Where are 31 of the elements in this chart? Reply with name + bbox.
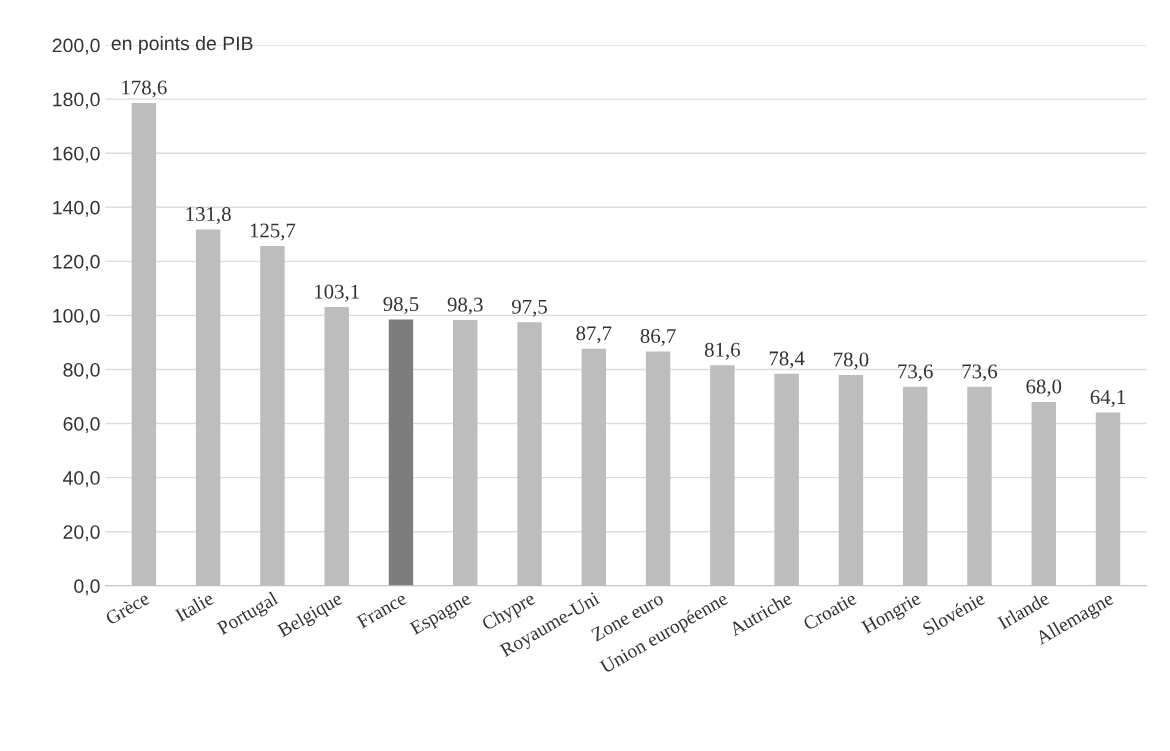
y-tick-label: 180,0 bbox=[53, 92, 100, 109]
data-label: 131,8 bbox=[186, 206, 231, 225]
y-tick-label: 200,0 bbox=[52, 38, 100, 55]
y-tick-label: 160,0 bbox=[53, 146, 100, 163]
y-tick-label: 120,0 bbox=[53, 254, 100, 271]
data-label: 98,3 bbox=[447, 297, 483, 315]
data-label: 73,6 bbox=[898, 364, 933, 382]
y-tick-label: 60,0 bbox=[63, 417, 100, 434]
y-axis-title: en points de PIB bbox=[111, 36, 253, 55]
y-tick-label: 20,0 bbox=[63, 525, 100, 542]
data-label: 68,0 bbox=[1026, 379, 1062, 397]
y-tick-label: 0,0 bbox=[74, 579, 100, 596]
data-label: 81,6 bbox=[704, 342, 740, 360]
y-tick-label: 140,0 bbox=[53, 200, 100, 217]
data-label: 73,6 bbox=[962, 364, 998, 382]
data-label: 87,7 bbox=[576, 326, 612, 344]
data-label: 125,7 bbox=[250, 223, 296, 241]
y-tick-label: 100,0 bbox=[53, 308, 100, 325]
bar bbox=[388, 319, 414, 586]
data-label: 103,1 bbox=[315, 284, 359, 302]
x-tick-label: Italie bbox=[174, 590, 215, 623]
data-label: 64,1 bbox=[1090, 390, 1126, 408]
y-tick-label: 80,0 bbox=[63, 362, 100, 380]
data-label: 78,4 bbox=[769, 351, 805, 369]
data-label: 98,5 bbox=[383, 297, 419, 315]
data-label: 178,6 bbox=[122, 80, 167, 98]
x-tick-label: Grèce bbox=[104, 590, 151, 626]
data-label: 97,5 bbox=[511, 299, 547, 317]
data-label: 86,7 bbox=[640, 328, 676, 346]
data-label: 78,0 bbox=[834, 352, 869, 370]
y-tick-label: 40,0 bbox=[63, 471, 100, 488]
